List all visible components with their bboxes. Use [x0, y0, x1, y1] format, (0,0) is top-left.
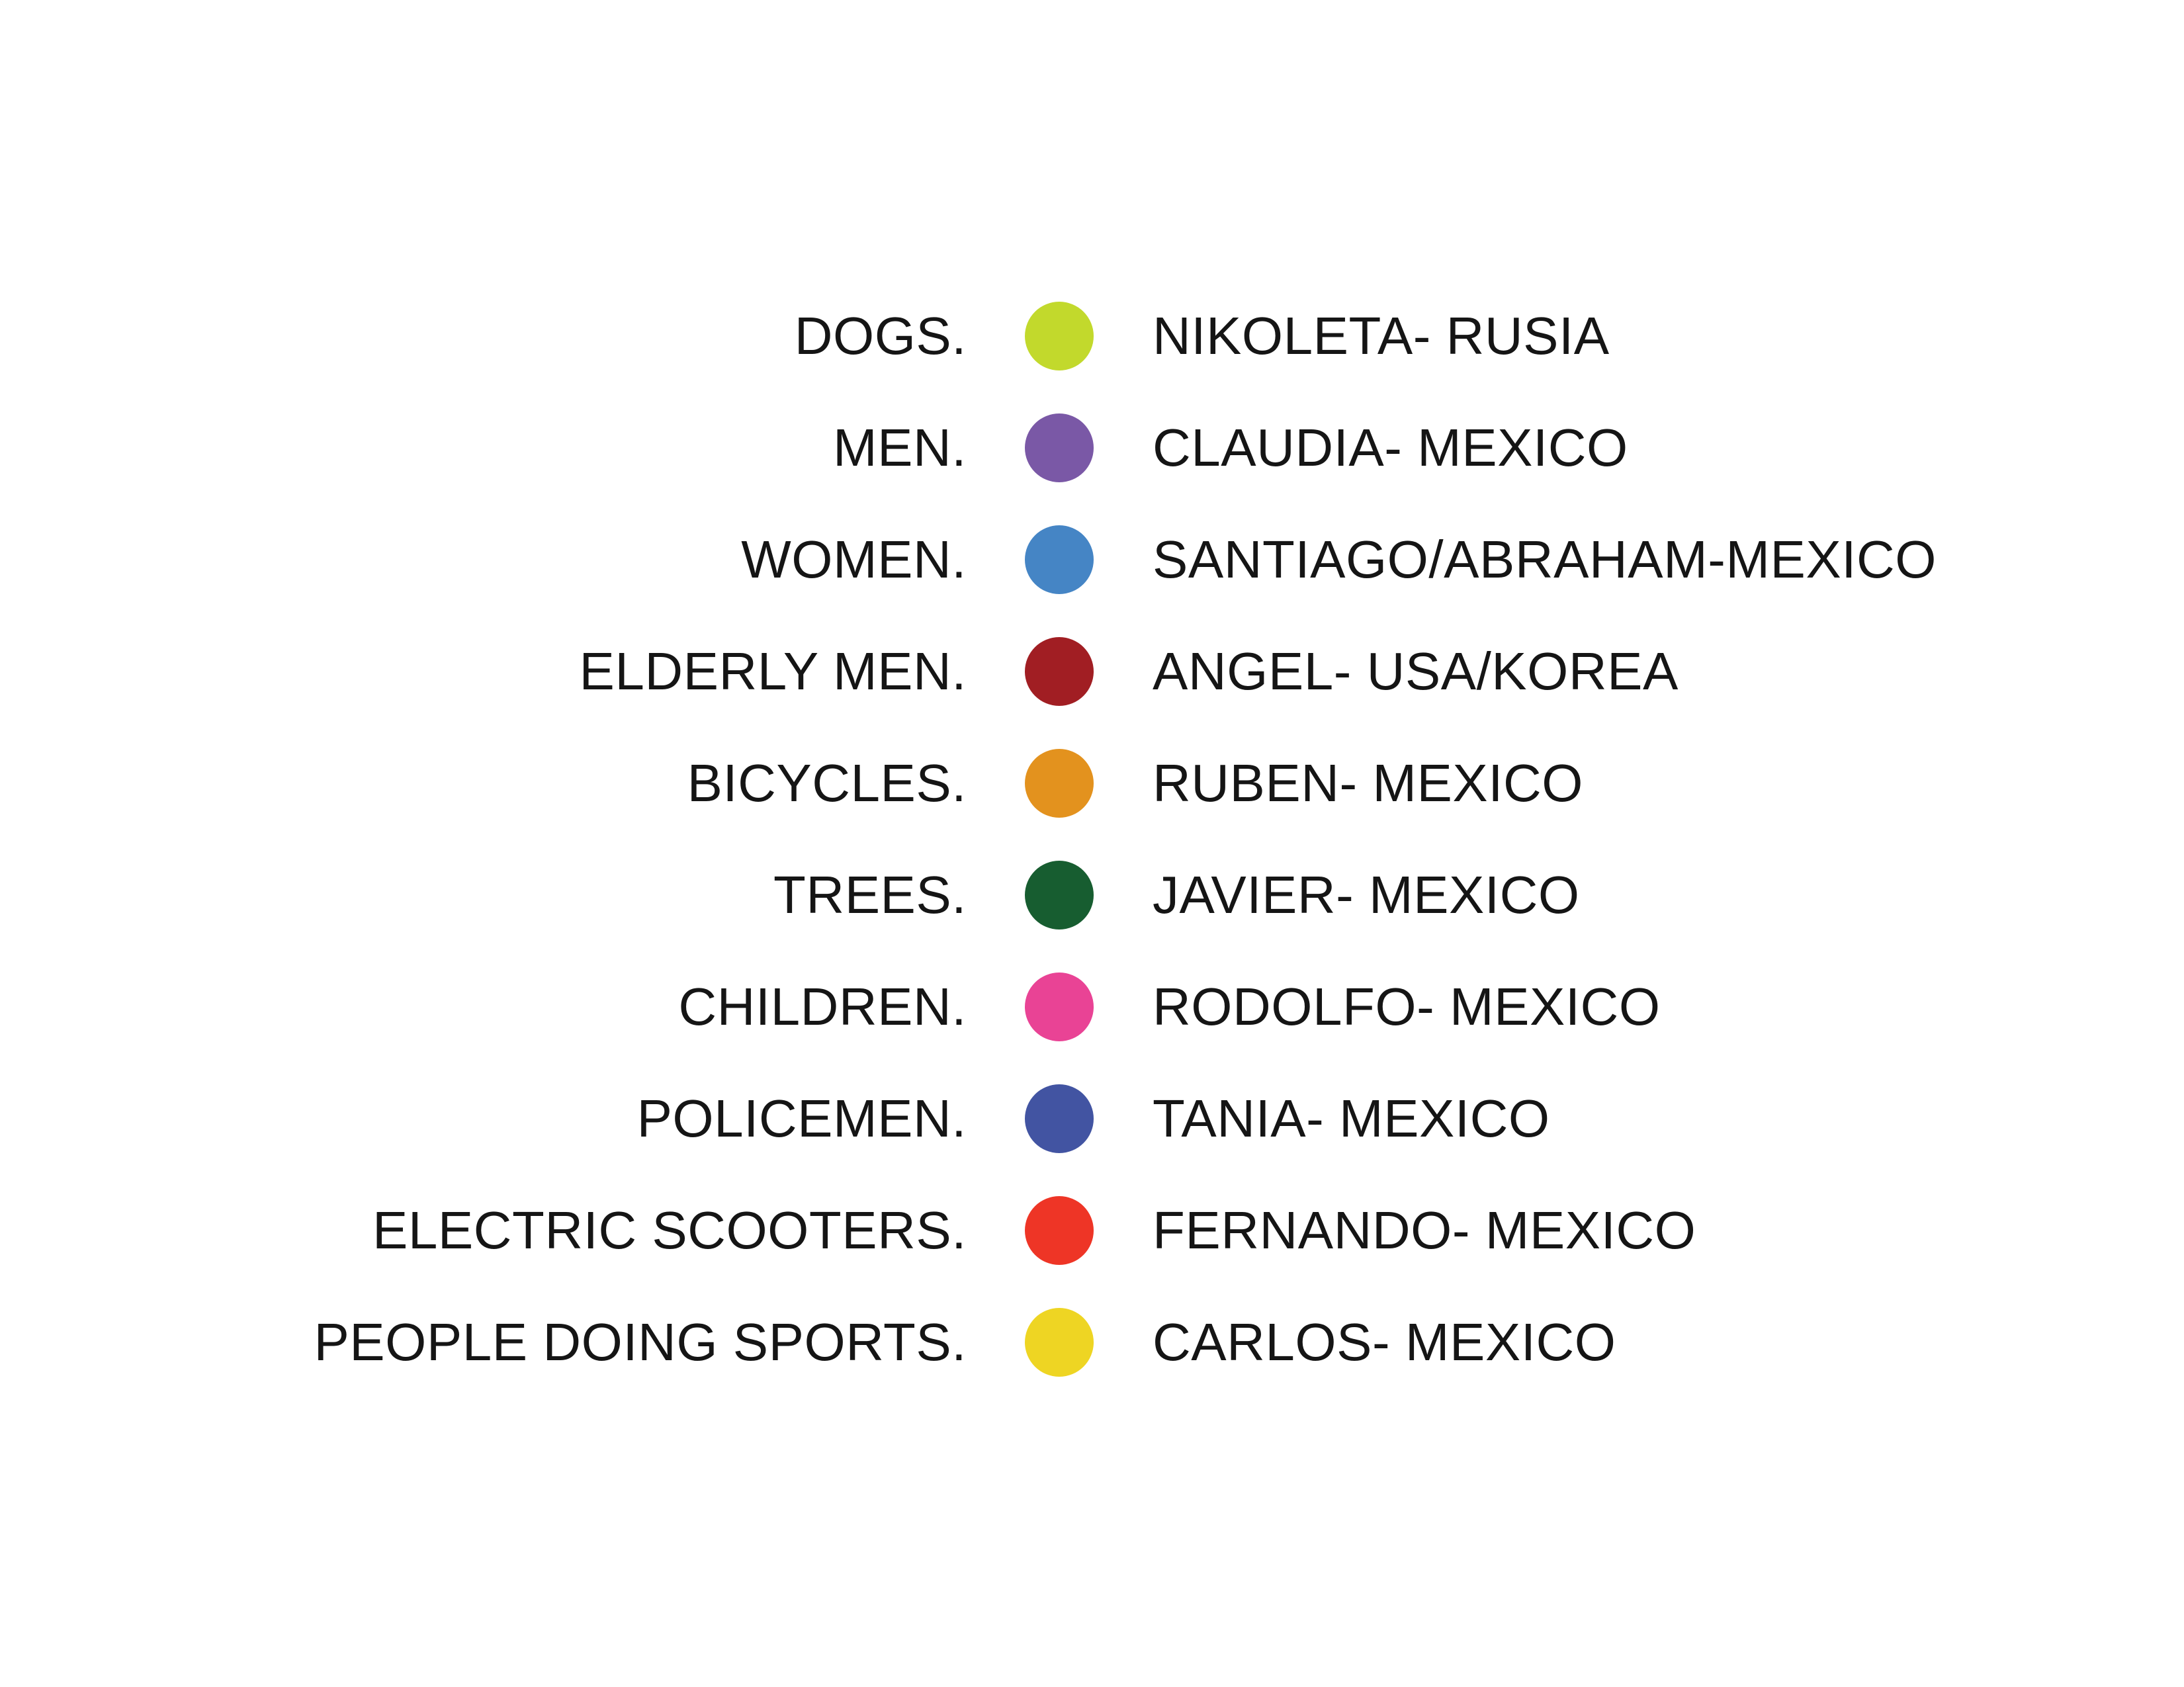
category-label: TREES.	[773, 865, 967, 924]
color-dot	[1025, 749, 1094, 818]
person-label: TANIA- MEXICO	[1153, 1089, 1550, 1148]
color-dot	[1025, 525, 1094, 594]
category-label: DOGS.	[794, 306, 967, 365]
color-dot	[1025, 1084, 1094, 1153]
person-label: NIKOLETA- RUSIA	[1153, 306, 1610, 365]
legend-row: POLICEMEN. TANIA- MEXICO	[0, 1063, 2184, 1174]
person-label: CARLOS- MEXICO	[1153, 1313, 1616, 1371]
category-label: ELECTRIC SCOOTERS.	[372, 1201, 967, 1260]
legend-row: BICYCLES. RUBEN- MEXICO	[0, 728, 2184, 839]
color-dot	[1025, 637, 1094, 706]
person-label: RODOLFO- MEXICO	[1153, 977, 1661, 1036]
legend-row: ELECTRIC SCOOTERS. FERNANDO- MEXICO	[0, 1175, 2184, 1286]
person-label: CLAUDIA- MEXICO	[1153, 418, 1628, 477]
color-dot	[1025, 861, 1094, 930]
legend-row: TREES. JAVIER- MEXICO	[0, 840, 2184, 951]
legend-row: DOGS. NIKOLETA- RUSIA	[0, 281, 2184, 392]
legend-row: PEOPLE DOING SPORTS. CARLOS- MEXICO	[0, 1287, 2184, 1398]
category-label: ELDERLY MEN.	[579, 642, 967, 701]
person-label: FERNANDO- MEXICO	[1153, 1201, 1696, 1260]
legend-row: ELDERLY MEN. ANGEL- USA/KOREA	[0, 616, 2184, 727]
category-label: POLICEMEN.	[636, 1089, 967, 1148]
color-dot	[1025, 302, 1094, 370]
category-label: WOMEN.	[741, 530, 967, 589]
category-label: CHILDREN.	[678, 977, 967, 1036]
color-dot	[1025, 413, 1094, 482]
person-label: RUBEN- MEXICO	[1153, 754, 1583, 812]
person-label: ANGEL- USA/KOREA	[1153, 642, 1679, 701]
color-dot	[1025, 1196, 1094, 1265]
color-dot	[1025, 1308, 1094, 1377]
person-label: SANTIAGO/ABRAHAM-MEXICO	[1153, 530, 1937, 589]
category-label: MEN.	[833, 418, 967, 477]
legend-row: WOMEN. SANTIAGO/ABRAHAM-MEXICO	[0, 504, 2184, 615]
category-label: BICYCLES.	[687, 754, 967, 812]
person-label: JAVIER- MEXICO	[1153, 865, 1580, 924]
category-label: PEOPLE DOING SPORTS.	[314, 1313, 967, 1371]
legend-row: MEN. CLAUDIA- MEXICO	[0, 392, 2184, 503]
color-dot	[1025, 973, 1094, 1041]
legend-row: CHILDREN. RODOLFO- MEXICO	[0, 951, 2184, 1062]
